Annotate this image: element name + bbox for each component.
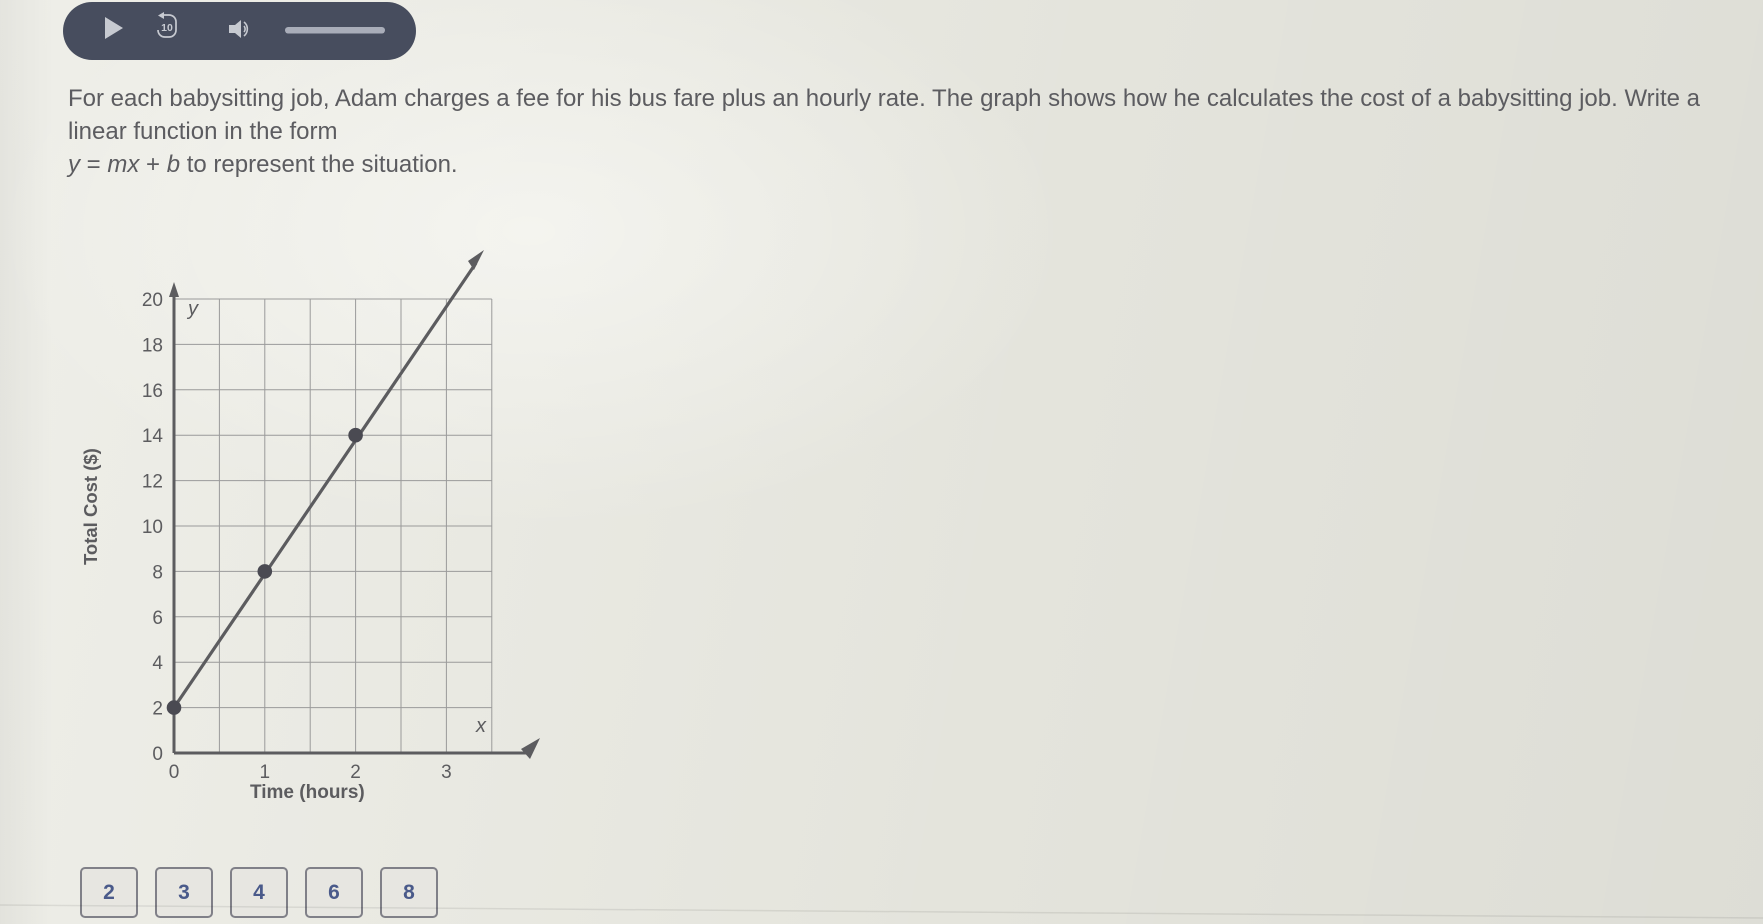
svg-text:18: 18 xyxy=(142,335,163,356)
svg-text:16: 16 xyxy=(142,381,163,402)
svg-text:0: 0 xyxy=(169,762,180,783)
svg-text:y: y xyxy=(186,298,199,320)
svg-text:20: 20 xyxy=(142,290,163,311)
svg-text:2: 2 xyxy=(152,699,163,720)
svg-text:12: 12 xyxy=(142,472,163,493)
svg-text:3: 3 xyxy=(441,762,452,783)
svg-text:1: 1 xyxy=(260,762,271,783)
svg-text:4: 4 xyxy=(152,653,163,674)
svg-text:10: 10 xyxy=(142,517,163,538)
svg-text:x: x xyxy=(475,715,487,737)
svg-text:6: 6 xyxy=(152,608,163,629)
svg-text:0: 0 xyxy=(152,744,163,765)
svg-text:8: 8 xyxy=(152,562,163,583)
svg-text:2: 2 xyxy=(350,762,361,783)
svg-text:14: 14 xyxy=(142,426,164,447)
